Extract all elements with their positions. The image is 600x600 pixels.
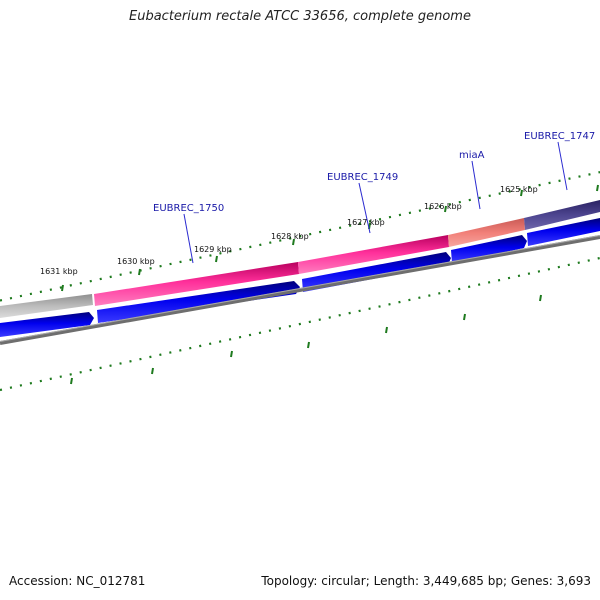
cds-track (0, 218, 600, 337)
major-tick (596, 184, 599, 192)
gene-track (0, 200, 600, 318)
gene-label-eubrec-1749[interactable]: EUBREC_1749 (327, 172, 398, 183)
major-tick (444, 205, 447, 213)
genes-label: Genes: (510, 574, 553, 588)
gene-feature-miaa[interactable] (448, 218, 525, 247)
map-title: Eubacterium rectale ATCC 33656, complete… (129, 9, 471, 24)
gene-feature-eubrec-1747[interactable] (524, 200, 600, 230)
gene-feature-eubrec-1750[interactable] (94, 262, 299, 306)
tick-label-1631: 1631 kbp (40, 267, 78, 276)
major-tick (385, 326, 388, 334)
accession-label: Accession: (9, 574, 73, 588)
length-value: 3,449,685 bp (422, 574, 503, 588)
major-tick (215, 255, 218, 263)
tick-label-1630: 1630 kbp (117, 257, 155, 266)
tick-label-1627: 1627 kbp (347, 218, 385, 227)
cds-arrow[interactable] (527, 218, 600, 246)
cds-arrow[interactable] (97, 281, 300, 323)
callout-line-eubrec-1747 (557, 141, 568, 191)
major-tick (463, 313, 466, 321)
tick-label-1626: 1626 kbp (424, 202, 462, 211)
gene-label-eubrec-1750[interactable]: EUBREC_1750 (153, 203, 224, 214)
callout-line-eubrec-1749 (358, 182, 371, 234)
callout-line-eubrec-1750 (183, 213, 194, 264)
tick-label-1625: 1625 kbp (500, 185, 538, 194)
length-label: Length: (373, 574, 420, 588)
cds-arrow[interactable] (451, 235, 527, 263)
minor-ticks (0, 171, 600, 302)
tick-label-1629: 1629 kbp (194, 245, 232, 254)
genome-summary: Topology: circular; Length: 3,449,685 bp… (261, 574, 591, 588)
gene-feature-eubrec-1749[interactable] (298, 235, 449, 274)
gene-label-miaa[interactable]: miaA (459, 150, 485, 161)
major-tick (151, 367, 154, 375)
major-tick (70, 377, 73, 385)
gene-feature-gray[interactable] (0, 294, 93, 318)
major-tick (539, 294, 542, 302)
genes-value: 3,693 (556, 574, 591, 588)
cds-arrow[interactable] (0, 312, 94, 337)
major-tick (307, 341, 310, 349)
major-tick (230, 350, 233, 358)
accession-info: Accession: NC_012781 (9, 574, 145, 588)
backbone-highlight (0, 235, 600, 342)
tick-labels: 1631 kbp 1630 kbp 1629 kbp 1628 kbp 1627… (40, 185, 538, 276)
topology-label: Topology: (261, 574, 318, 588)
major-tick (61, 284, 64, 292)
accession-value: NC_012781 (76, 574, 146, 588)
outer-tick-ring (0, 171, 600, 302)
gene-callouts: EUBREC_1750 EUBREC_1749 miaA EUBREC_1747 (153, 131, 595, 264)
tick-label-1628: 1628 kbp (271, 232, 309, 241)
major-tick (292, 238, 295, 246)
major-tick (520, 189, 523, 197)
major-tick (138, 268, 141, 276)
topology-value: circular (321, 574, 366, 588)
minor-ticks (0, 256, 600, 392)
inner-tick-ring (0, 256, 600, 392)
callout-line-miaa (471, 160, 481, 210)
gene-label-eubrec-1747[interactable]: EUBREC_1747 (524, 131, 595, 142)
backbone (0, 235, 600, 345)
